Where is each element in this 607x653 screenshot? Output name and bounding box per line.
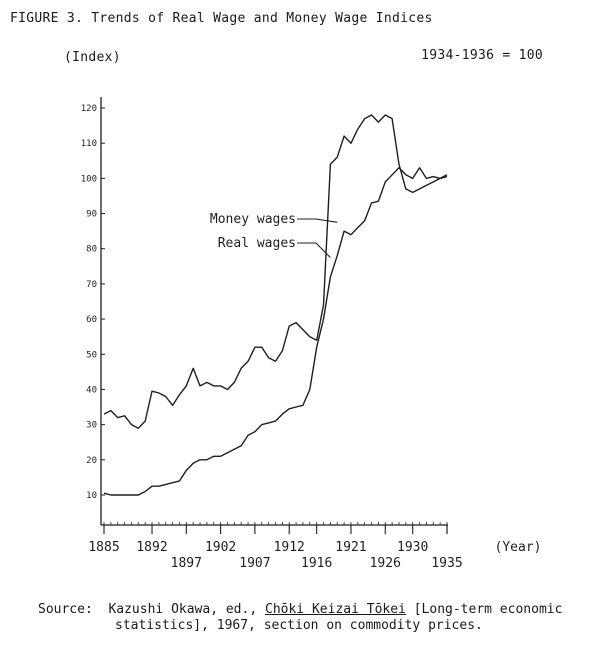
base-year-note: 1934-1936 = 100	[421, 48, 543, 63]
y-axis-label: (Index)	[64, 50, 121, 65]
source-label: Source:	[38, 602, 93, 617]
x-tick-label: 1902	[205, 540, 236, 555]
y-tick-label: 110	[81, 139, 97, 149]
y-tick-label: 50	[86, 350, 97, 360]
x-tick-label: 1892	[136, 540, 167, 555]
source-book-title: Chōki Keizai Tōkei	[265, 602, 406, 617]
x-tick-label: 1885	[88, 540, 119, 555]
y-tick-label: 30	[86, 421, 97, 431]
y-tick-label: 120	[81, 104, 97, 114]
y-tick-label: 100	[81, 174, 97, 184]
real-wages-label: Real wages	[218, 236, 296, 251]
source-author: Kazushi Okawa, ed.,	[108, 602, 258, 617]
x-tick-label: 1907	[239, 556, 270, 571]
x-axis-title: (Year)	[495, 540, 542, 555]
source-desc-2: statistics], 1967, section on commodity …	[115, 618, 483, 633]
real-wages-line	[103, 114, 448, 429]
x-tick-label: 1916	[301, 556, 332, 571]
y-tick-label: 20	[86, 456, 97, 466]
y-tick-label: 80	[86, 245, 97, 255]
annotation-leader-line	[297, 242, 331, 258]
x-tick-label: 1935	[431, 556, 462, 571]
x-tick-label: 1930	[397, 540, 428, 555]
x-tick-label: 1897	[171, 556, 202, 571]
source-desc-1: [Long-term economic	[413, 602, 563, 617]
x-tick-label: 1912	[274, 540, 305, 555]
y-tick-label: 40	[86, 385, 97, 395]
money-wages-line	[103, 167, 448, 496]
money-wages-label: Money wages	[210, 212, 296, 227]
x-tick-label: 1926	[370, 556, 401, 571]
source-note: Source: Kazushi Okawa, ed., Chōki Keizai…	[38, 602, 562, 634]
y-tick-label: 60	[86, 315, 97, 325]
y-tick-label: 70	[86, 280, 97, 290]
y-tick-label: 90	[86, 210, 97, 220]
annotation-leader-line	[297, 218, 338, 223]
x-tick-label: 1921	[335, 540, 366, 555]
y-tick-label: 10	[86, 491, 97, 501]
figure-title: FIGURE 3. Trends of Real Wage and Money …	[10, 11, 433, 26]
